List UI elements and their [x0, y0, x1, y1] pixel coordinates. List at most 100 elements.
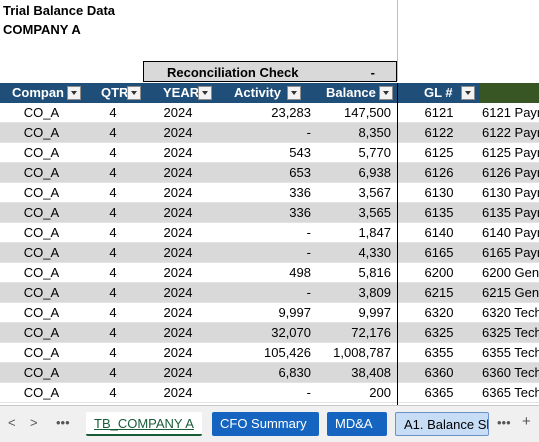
cell-qtr[interactable]: 4 [109, 245, 117, 260]
cell-year[interactable]: 2024 [163, 125, 193, 140]
cell-year[interactable]: 2024 [163, 245, 193, 260]
header-activity[interactable]: Activity [213, 83, 311, 103]
cell-qtr[interactable]: 4 [109, 145, 117, 160]
filter-dropdown-icon[interactable] [127, 86, 141, 100]
cell-company[interactable]: CO_A [23, 345, 60, 360]
cell-activity[interactable]: - [306, 385, 311, 400]
cell-desc[interactable]: 6130 Payr [482, 185, 539, 200]
cell-balance[interactable]: 5,816 [358, 265, 391, 280]
cell-balance[interactable]: 1,847 [358, 225, 391, 240]
cell-desc[interactable]: 6125 Payr [482, 145, 539, 160]
cell-qtr[interactable]: 4 [109, 305, 117, 320]
cell-activity[interactable]: 32,070 [271, 325, 311, 340]
cell-company[interactable]: CO_A [23, 265, 60, 280]
cell-gl[interactable]: 6140 [424, 225, 454, 240]
cell-balance[interactable]: 8,350 [358, 125, 391, 140]
cell-activity[interactable]: 105,426 [264, 345, 311, 360]
cell-qtr[interactable]: 4 [109, 205, 117, 220]
tab-balance-sheet[interactable]: A1. Balance Sh [395, 412, 489, 436]
cell-company[interactable]: CO_A [23, 205, 60, 220]
cell-desc[interactable]: 6135 Payr [482, 205, 539, 220]
cell-qtr[interactable]: 4 [109, 105, 117, 120]
cell-gl[interactable]: 6126 [424, 165, 454, 180]
filter-dropdown-icon[interactable] [379, 86, 393, 100]
cell-balance[interactable]: 38,408 [351, 365, 391, 380]
filter-dropdown-icon[interactable] [67, 86, 81, 100]
cell-desc[interactable]: 6320 Tech [482, 305, 539, 320]
cell-gl[interactable]: 6130 [424, 185, 454, 200]
cell-gl[interactable]: 6365 [424, 385, 454, 400]
cell-activity[interactable]: - [306, 125, 311, 140]
cell-gl[interactable]: 6135 [424, 205, 454, 220]
cell-balance[interactable]: 5,770 [358, 145, 391, 160]
cell-qtr[interactable]: 4 [109, 225, 117, 240]
cell-desc[interactable]: 6140 Payr [482, 225, 539, 240]
cell-desc[interactable]: 6360 Tech [482, 365, 539, 380]
cell-qtr[interactable]: 4 [109, 365, 117, 380]
header-qtr[interactable]: QTR [83, 83, 143, 103]
cell-gl[interactable]: 6200 [424, 265, 454, 280]
cell-qtr[interactable]: 4 [109, 285, 117, 300]
cell-year[interactable]: 2024 [163, 265, 193, 280]
cell-desc[interactable]: 6355 Tech [482, 345, 539, 360]
cell-company[interactable]: CO_A [23, 125, 60, 140]
cell-desc[interactable]: 6215 Gene [482, 285, 539, 300]
header-year[interactable]: YEAR [143, 83, 213, 103]
cell-balance[interactable]: 72,176 [351, 325, 391, 340]
cell-company[interactable]: CO_A [23, 285, 60, 300]
cell-year[interactable]: 2024 [163, 165, 193, 180]
cell-year[interactable]: 2024 [163, 205, 193, 220]
cell-balance[interactable]: 6,938 [358, 165, 391, 180]
more-sheets-right-icon[interactable]: ••• [497, 415, 511, 430]
cell-activity[interactable]: 9,997 [278, 305, 311, 320]
cell-company[interactable]: CO_A [23, 225, 60, 240]
cell-year[interactable]: 2024 [163, 365, 193, 380]
filter-dropdown-icon[interactable] [287, 86, 301, 100]
tab-mda[interactable]: MD&A [327, 412, 387, 436]
cell-desc[interactable]: 6325 Tech [482, 325, 539, 340]
cell-activity[interactable]: 6,830 [278, 365, 311, 380]
filter-dropdown-icon[interactable] [461, 86, 475, 100]
cell-gl[interactable]: 6125 [424, 145, 454, 160]
cell-balance[interactable]: 3,565 [358, 205, 391, 220]
next-sheet-icon[interactable]: > [30, 415, 38, 430]
cell-desc[interactable]: 6122 Payr [482, 125, 539, 140]
cell-qtr[interactable]: 4 [109, 385, 117, 400]
cell-year[interactable]: 2024 [163, 105, 193, 120]
cell-company[interactable]: CO_A [23, 305, 60, 320]
cell-company[interactable]: CO_A [23, 185, 60, 200]
cell-company[interactable]: CO_A [23, 385, 60, 400]
cell-year[interactable]: 2024 [163, 345, 193, 360]
cell-balance[interactable]: 4,330 [358, 245, 391, 260]
header-gl[interactable]: GL # [398, 83, 478, 103]
cell-gl[interactable]: 6215 [424, 285, 454, 300]
cell-desc[interactable]: 6126 Payr [482, 165, 539, 180]
header-balance[interactable]: Balance [311, 83, 397, 103]
prev-sheet-icon[interactable]: < [8, 415, 16, 430]
cell-gl[interactable]: 6122 [424, 125, 454, 140]
more-sheets-left-icon[interactable]: ••• [56, 415, 70, 430]
cell-year[interactable]: 2024 [163, 185, 193, 200]
cell-balance[interactable]: 1,008,787 [333, 345, 391, 360]
cell-qtr[interactable]: 4 [109, 165, 117, 180]
cell-activity[interactable]: - [306, 245, 311, 260]
cell-activity[interactable]: - [306, 285, 311, 300]
cell-balance[interactable]: 9,997 [358, 305, 391, 320]
cell-activity[interactable]: 653 [289, 165, 311, 180]
cell-company[interactable]: CO_A [23, 105, 60, 120]
cell-gl[interactable]: 6165 [424, 245, 454, 260]
cell-activity[interactable]: 498 [289, 265, 311, 280]
cell-gl[interactable]: 6355 [424, 345, 454, 360]
cell-company[interactable]: CO_A [23, 145, 60, 160]
cell-year[interactable]: 2024 [163, 385, 193, 400]
cell-year[interactable]: 2024 [163, 145, 193, 160]
cell-gl[interactable]: 6360 [424, 365, 454, 380]
cell-year[interactable]: 2024 [163, 325, 193, 340]
cell-gl[interactable]: 6320 [424, 305, 454, 320]
cell-activity[interactable]: 336 [289, 185, 311, 200]
cell-company[interactable]: CO_A [23, 165, 60, 180]
cell-qtr[interactable]: 4 [109, 125, 117, 140]
cell-gl[interactable]: 6325 [424, 325, 454, 340]
cell-company[interactable]: CO_A [23, 365, 60, 380]
cell-desc[interactable]: 6165 Payr [482, 245, 539, 260]
